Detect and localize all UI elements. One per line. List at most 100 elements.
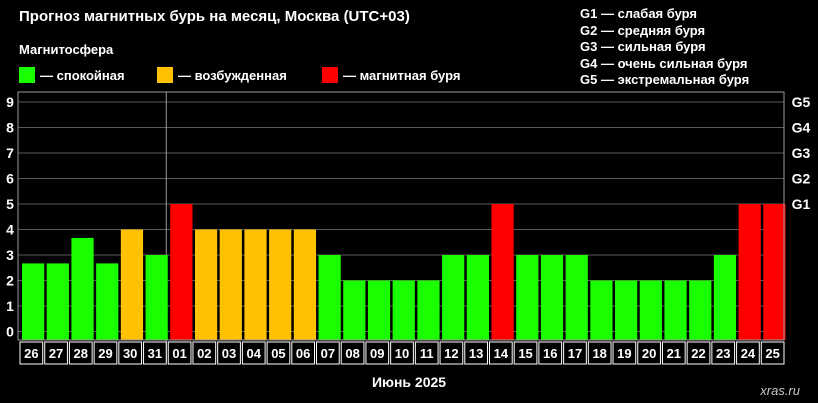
x-tick-label: 08 — [345, 346, 359, 361]
bar — [367, 280, 391, 340]
legend-item-storm: — магнитная буря — [322, 66, 460, 84]
x-axis-title: Июнь 2025 — [371, 374, 447, 390]
x-tick-box — [736, 341, 760, 365]
x-tick-box — [266, 341, 291, 365]
y-tick-label: 2 — [6, 273, 14, 289]
x-tick-box — [760, 341, 785, 365]
x-tick-label: 19 — [617, 346, 631, 361]
bar — [689, 280, 712, 340]
bar — [22, 263, 45, 340]
bar — [417, 280, 440, 340]
y-tick-label: 3 — [6, 247, 14, 263]
x-tick-box — [711, 341, 736, 365]
bar — [96, 263, 119, 340]
page-title: Прогноз магнитных бурь на месяц, Москва … — [19, 8, 410, 25]
bar — [244, 229, 267, 340]
x-tick-label: 24 — [741, 346, 756, 361]
x-tick-label: 29 — [98, 346, 112, 361]
x-tick-box — [316, 341, 340, 365]
x-tick-label: 17 — [568, 346, 582, 361]
legend-subtitle: Магнитосфера — [19, 42, 114, 57]
bar — [713, 255, 737, 340]
x-tick-label: 15 — [518, 346, 532, 361]
x-tick-box — [587, 341, 612, 365]
x-tick-box — [612, 341, 637, 365]
x-tick-label: 27 — [49, 346, 63, 361]
x-tick-label: 07 — [321, 346, 335, 361]
bar — [269, 229, 292, 340]
legend-swatch-storm — [322, 67, 338, 83]
bar — [293, 229, 317, 340]
bar — [615, 280, 638, 340]
x-tick-box — [143, 341, 167, 365]
x-tick-box — [390, 341, 414, 365]
x-tick-label: 03 — [222, 346, 236, 361]
x-tick-box — [538, 341, 563, 365]
x-tick-label: 05 — [271, 346, 285, 361]
x-tick-box — [192, 341, 217, 365]
g-legend-g5: G5 — экстремальная буря — [580, 72, 750, 87]
bar — [639, 280, 662, 340]
x-tick-box — [19, 341, 44, 365]
bar — [194, 229, 218, 340]
bar — [516, 255, 539, 340]
x-tick-box — [340, 341, 365, 365]
x-tick-box — [68, 341, 93, 365]
x-tick-label: 02 — [197, 346, 211, 361]
x-tick-box — [414, 341, 439, 365]
x-tick-box — [44, 341, 68, 365]
x-tick-label: 20 — [642, 346, 656, 361]
g-scale-legend: G1 — слабая буря G2 — средняя буря G3 — … — [580, 6, 749, 89]
x-tick-label: 09 — [370, 346, 384, 361]
bar — [219, 229, 242, 340]
x-tick-box — [217, 341, 241, 365]
x-tick-box — [661, 341, 686, 365]
bar — [343, 280, 366, 340]
g-tick-label: G3 — [792, 145, 811, 161]
x-tick-label: 18 — [592, 346, 606, 361]
y-tick-label: 8 — [6, 120, 14, 136]
x-tick-label: 22 — [691, 346, 705, 361]
g-legend-g2: G2 — средняя буря — [580, 22, 706, 38]
x-tick-box — [439, 341, 464, 365]
y-tick-label: 1 — [6, 298, 14, 314]
x-tick-box — [365, 341, 390, 365]
y-tick-label: 5 — [6, 196, 14, 212]
y-tick-label: 0 — [6, 324, 14, 340]
x-tick-label: 10 — [395, 346, 409, 361]
g-tick-label: G4 — [792, 120, 811, 136]
legend-item-excited: — возбужденная — [157, 66, 287, 84]
x-tick-box — [686, 341, 711, 365]
bar — [664, 280, 687, 340]
bar — [590, 280, 613, 340]
y-tick-label: 6 — [6, 171, 14, 187]
x-tick-box — [167, 341, 192, 365]
x-tick-box — [488, 341, 513, 365]
g-legend-g4: G4 — очень сильная буря — [580, 55, 748, 71]
bar — [738, 204, 761, 340]
x-tick-label: 16 — [543, 346, 557, 361]
x-tick-box — [513, 341, 538, 365]
x-tick-box — [563, 341, 587, 365]
x-tick-label: 04 — [247, 346, 262, 361]
g-tick-label: G5 — [792, 94, 811, 110]
x-tick-label: 13 — [469, 346, 483, 361]
x-tick-label: 26 — [24, 346, 38, 361]
x-tick-label: 11 — [420, 346, 434, 361]
bar — [145, 255, 168, 340]
g-tick-label: G2 — [792, 171, 811, 187]
legend-swatch-excited — [157, 67, 173, 83]
legend-swatch-calm — [19, 67, 35, 83]
legend-item-calm: — спокойная — [19, 66, 125, 84]
bar — [540, 255, 564, 340]
site-credit: xras.ru — [760, 383, 800, 398]
bar — [71, 237, 94, 340]
bar — [466, 255, 489, 340]
g-tick-label: G1 — [792, 196, 811, 212]
g-legend-g1: G1 — слабая буря — [580, 6, 698, 21]
legend-label-storm: — магнитная буря — [343, 67, 461, 83]
x-tick-box — [464, 341, 488, 365]
x-tick-box — [637, 341, 661, 365]
x-tick-box — [93, 341, 118, 365]
x-tick-box — [291, 341, 316, 365]
